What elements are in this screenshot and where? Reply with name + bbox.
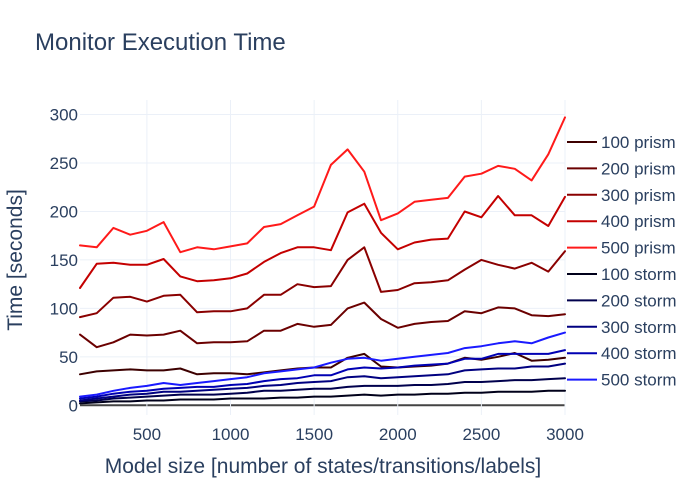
series-lines [79, 116, 566, 405]
series-line-400-storm [79, 349, 566, 400]
x-tick-labels: 500 1000 1500 2000 2500 3000 [133, 425, 584, 444]
legend-item-label: 300 prism [601, 186, 676, 205]
legend-item-label: 200 storm [601, 291, 677, 310]
series-line-300-prism [79, 246, 566, 319]
y-tick-label: 100 [50, 299, 78, 318]
grid [80, 100, 566, 415]
chart-title: Monitor Execution Time [35, 29, 286, 56]
legend-item-label: 100 prism [601, 133, 676, 152]
x-tick-label: 2500 [462, 425, 500, 444]
series-line-200-storm [79, 377, 566, 403]
y-tick-label: 150 [50, 251, 78, 270]
series-line-500-storm [79, 331, 566, 398]
y-tick-labels: 0 50 100 150 200 250 300 [50, 106, 78, 416]
y-axis-title: Time [seconds] [4, 189, 27, 331]
legend-item-label: 300 storm [601, 318, 677, 337]
legend-item-label: 100 storm [601, 265, 677, 284]
x-tick-label: 3000 [546, 425, 584, 444]
legend-item-label: 400 storm [601, 344, 677, 363]
legend: 100 prism 200 prism 300 prism 400 prism 500 … [567, 133, 677, 390]
y-tick-label: 300 [50, 106, 78, 125]
y-tick-label: 0 [69, 396, 78, 415]
series-line-500-prism [79, 116, 566, 254]
x-axis-title: Model size [number of states/transitions… [105, 455, 542, 478]
x-tick-label: 500 [133, 425, 161, 444]
x-tick-label: 1500 [295, 425, 333, 444]
x-tick-label: 2000 [379, 425, 417, 444]
y-tick-label: 250 [50, 154, 78, 173]
series-line-100-prism [79, 352, 566, 376]
series-line-200-prism [79, 301, 566, 349]
legend-item-label: 500 storm [601, 371, 677, 390]
y-tick-label: 200 [50, 202, 78, 221]
series-line-400-prism [79, 195, 566, 289]
legend-item-label: 500 prism [601, 239, 676, 258]
series-line-100-storm [79, 389, 566, 405]
x-tick-label: 1000 [212, 425, 250, 444]
legend-item-label: 400 prism [601, 212, 676, 231]
series-line-300-storm [79, 362, 566, 402]
legend-item-label: 200 prism [601, 159, 676, 178]
y-tick-label: 50 [59, 348, 78, 367]
